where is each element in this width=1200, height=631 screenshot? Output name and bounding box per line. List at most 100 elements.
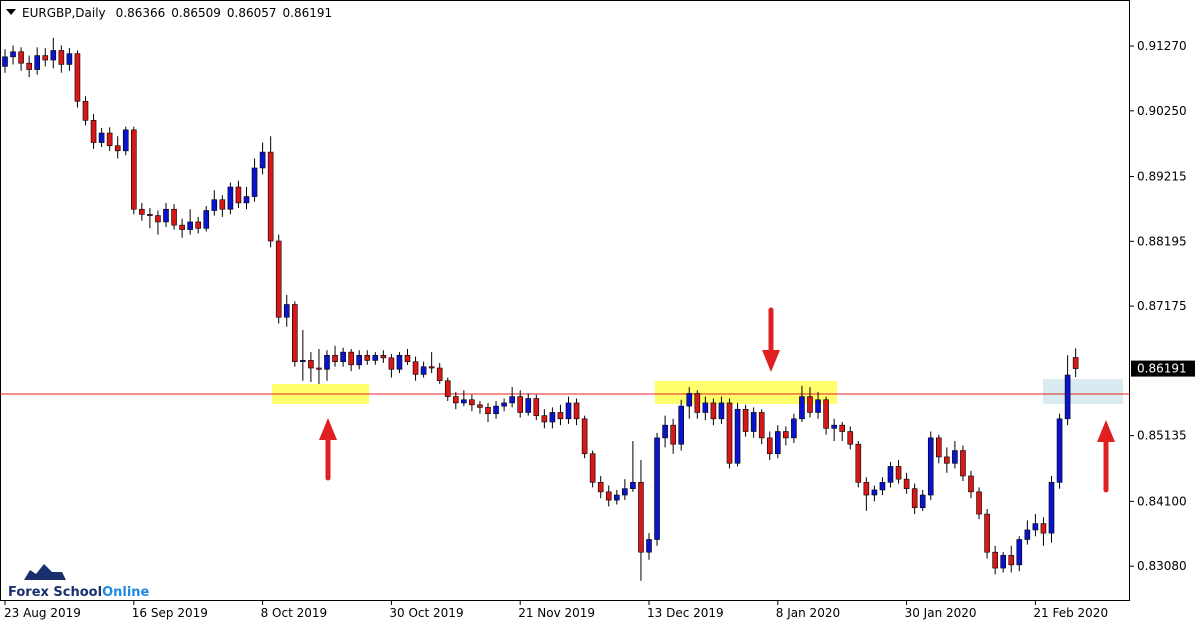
candle-body xyxy=(106,132,113,147)
candle-body xyxy=(750,412,757,432)
candle-body xyxy=(452,396,459,404)
candle-body xyxy=(493,405,499,415)
candle-body xyxy=(871,489,878,496)
candle-body xyxy=(807,396,813,413)
arrow-head xyxy=(762,350,780,372)
candle-body xyxy=(589,453,596,483)
candle-body xyxy=(420,366,427,375)
candle-body xyxy=(147,214,153,216)
arrows xyxy=(319,307,1115,493)
candle-body xyxy=(348,351,354,366)
x-tick-label: 8 Jan 2020 xyxy=(776,606,840,620)
candle-body xyxy=(1008,555,1015,566)
y-tick-label: 0.89215 xyxy=(1137,170,1187,184)
candle-body xyxy=(565,402,572,420)
candle-body xyxy=(267,151,274,242)
candle-body xyxy=(324,355,330,370)
candle-body xyxy=(960,450,966,477)
candle-body xyxy=(919,494,926,509)
candle-body xyxy=(678,405,685,445)
candle-body xyxy=(50,50,57,61)
candle-body xyxy=(436,367,443,382)
axis: 0.91270 0.90250 0.89215 0.88195 0.87175 0.851… xyxy=(4,39,1195,620)
candle-body xyxy=(710,402,717,420)
candle-body xyxy=(887,466,894,483)
candle-body xyxy=(654,437,660,540)
candle-body xyxy=(42,55,49,61)
candle-body xyxy=(573,402,580,420)
candle-body xyxy=(1056,418,1063,483)
candle-body xyxy=(662,424,668,439)
candle-body xyxy=(114,145,121,152)
candle-body xyxy=(259,151,266,169)
x-tick-label: 21 Feb 2020 xyxy=(1033,606,1108,620)
candle-body xyxy=(1040,523,1047,534)
candle-body xyxy=(879,482,886,491)
candle-body xyxy=(863,482,870,496)
y-tick-label: 0.83080 xyxy=(1137,559,1187,573)
candle-body xyxy=(1072,357,1079,369)
candle-body xyxy=(758,412,765,439)
candle-body xyxy=(646,539,652,553)
candle-body xyxy=(203,210,210,229)
candle-body xyxy=(597,482,604,493)
arrow-head xyxy=(1097,420,1115,442)
low: 0.86057 xyxy=(227,6,277,20)
candle-body xyxy=(131,129,137,210)
candle-body xyxy=(839,424,846,432)
candle-body xyxy=(541,415,548,423)
candle-body xyxy=(1000,555,1007,569)
candle-body xyxy=(251,167,258,197)
candle-body xyxy=(74,53,81,102)
candle-body xyxy=(726,402,733,464)
candle-body xyxy=(911,488,918,509)
candle-body xyxy=(718,402,725,420)
candle-body xyxy=(742,408,749,432)
candle-body xyxy=(428,366,435,369)
candle-body xyxy=(509,396,515,404)
y-tick-label: 0.88195 xyxy=(1137,234,1187,248)
candle-body xyxy=(171,208,177,226)
x-tick-label: 30 Jan 2020 xyxy=(905,606,977,620)
candle-body xyxy=(783,431,789,439)
retest-zone xyxy=(1043,379,1123,404)
candle-body xyxy=(605,491,612,501)
candle-body xyxy=(976,491,982,515)
candle-body xyxy=(219,199,226,210)
logo-part1: Forex School xyxy=(8,585,102,600)
candle-body xyxy=(638,482,644,553)
candle-body xyxy=(485,407,491,415)
candle-body xyxy=(139,208,145,215)
candle-body xyxy=(66,53,73,65)
x-tick-label: 8 Oct 2019 xyxy=(261,606,328,620)
candle-body xyxy=(388,357,395,370)
candle-body xyxy=(1016,539,1023,566)
candle-body xyxy=(10,51,16,58)
arrow-head xyxy=(319,418,337,440)
symbol: EURGBP,Daily xyxy=(22,6,106,20)
x-tick-label: 23 Aug 2019 xyxy=(4,606,81,620)
candle-body xyxy=(477,404,483,408)
candle-body xyxy=(163,208,169,223)
candle-body xyxy=(291,304,298,362)
menu-triangle xyxy=(6,9,16,15)
candle-body xyxy=(444,380,451,397)
candle-body xyxy=(26,62,32,70)
candle-body xyxy=(155,215,161,223)
zones xyxy=(0,379,1130,404)
candle-body xyxy=(823,399,829,429)
last-price-label: 0.86191 xyxy=(1137,362,1187,376)
candle-body xyxy=(622,488,628,496)
last-price-tag xyxy=(1131,360,1195,377)
candle-body xyxy=(300,360,306,362)
candle-body xyxy=(98,132,105,143)
candle-body xyxy=(670,424,676,445)
candle-body xyxy=(179,224,185,230)
candle-body xyxy=(517,396,524,413)
candle-body xyxy=(533,398,540,416)
candle-body xyxy=(58,50,65,65)
candle-body xyxy=(404,355,411,362)
candle-body xyxy=(831,424,837,429)
